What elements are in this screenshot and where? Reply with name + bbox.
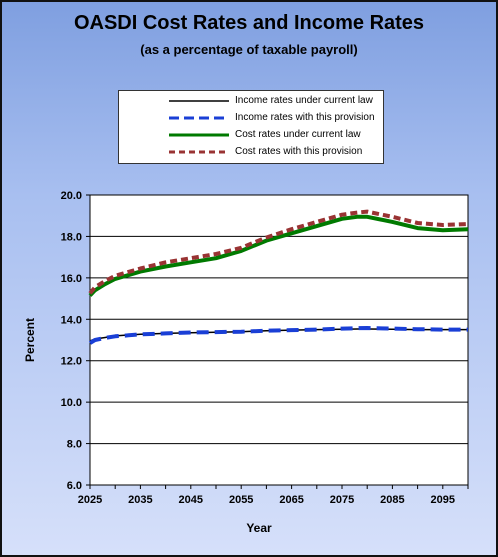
x-axis-title: Year <box>246 521 272 535</box>
legend-swatch-income-current <box>169 100 229 102</box>
series-line-3 <box>88 209 469 295</box>
y-tick-label: 16.0 <box>61 273 82 285</box>
y-tick-label: 20.0 <box>61 190 82 202</box>
y-tick-label: 10.0 <box>61 397 82 409</box>
x-tick-label: 2085 <box>380 494 404 506</box>
legend-swatch-cost-provision <box>169 150 229 154</box>
y-tick-label: 8.0 <box>67 439 82 451</box>
x-tick-label: 2065 <box>279 494 303 506</box>
legend-entry-cost-provision: Cost rates with this provision <box>119 144 383 160</box>
x-tick-label: 2055 <box>229 494 253 506</box>
chart-subtitle: (as a percentage of taxable payroll) <box>140 42 358 57</box>
legend-entry-income-provision: Income rates with this provision <box>119 110 383 126</box>
legend-label-income-current: Income rates under current law <box>235 95 373 106</box>
legend-label-income-provision: Income rates with this provision <box>235 112 375 123</box>
y-tick-label: 12.0 <box>61 356 82 368</box>
series-line-1 <box>88 326 468 345</box>
legend-entry-cost-current: Cost rates under current law <box>119 127 383 143</box>
legend-swatch-income-provision <box>169 116 229 120</box>
legend-label-cost-current: Cost rates under current law <box>235 129 361 140</box>
x-tick-label: 2035 <box>128 494 152 506</box>
legend-swatch-cost-current <box>169 133 229 137</box>
y-tick-label: 6.0 <box>67 480 82 492</box>
y-tick-label: 18.0 <box>61 231 82 243</box>
y-axis-title: Percent <box>23 318 37 362</box>
plot-area <box>89 194 469 486</box>
x-tick-label: 2025 <box>78 494 102 506</box>
legend: Income rates under current law Income ra… <box>118 90 384 164</box>
chart-title: OASDI Cost Rates and Income Rates <box>73 12 425 34</box>
legend-label-cost-provision: Cost rates with this provision <box>235 146 363 157</box>
x-tick-label: 2075 <box>330 494 354 506</box>
x-tick-label: 2045 <box>179 494 203 506</box>
x-tick-label: 2095 <box>431 494 455 506</box>
series-line-2 <box>88 214 469 297</box>
y-tick-label: 14.0 <box>61 314 82 326</box>
legend-entry-income-current: Income rates under current law <box>119 93 383 109</box>
